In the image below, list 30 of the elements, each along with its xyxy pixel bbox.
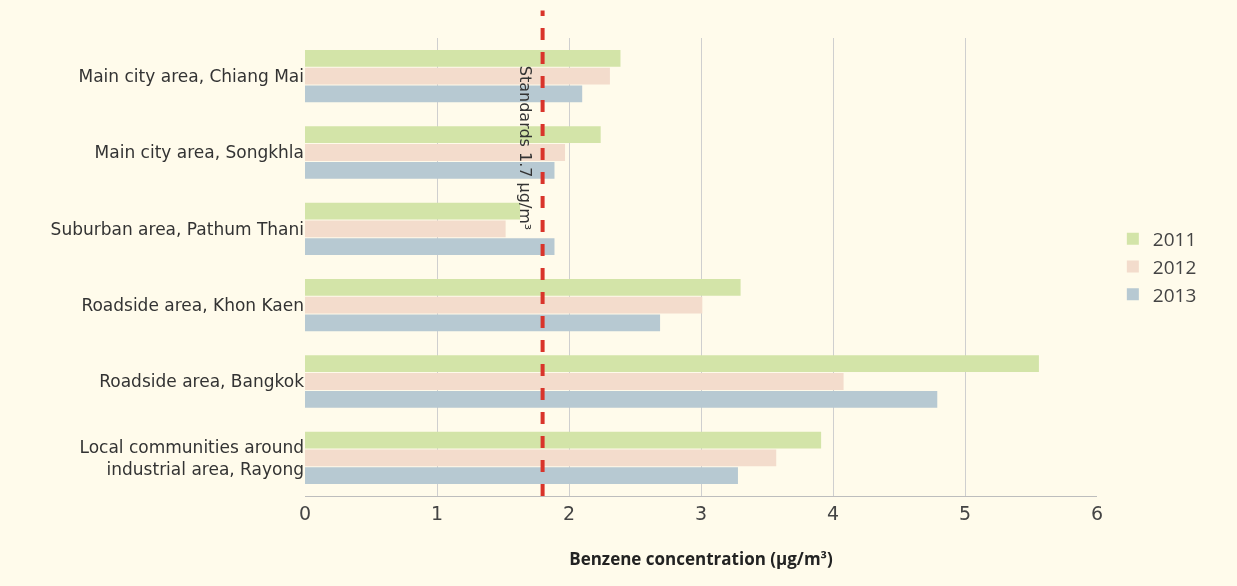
bar xyxy=(305,296,703,314)
x-tick-label: 5 xyxy=(958,501,972,524)
y-tick-label: Main city area, Chiang Mai xyxy=(78,66,304,87)
x-tick-label: 3 xyxy=(694,501,708,524)
bar xyxy=(305,220,506,238)
y-tick-label: Roadside area, Bangkok xyxy=(99,371,305,392)
bar xyxy=(305,278,741,296)
bar xyxy=(305,355,1039,373)
bar xyxy=(305,314,661,332)
bar xyxy=(305,390,938,408)
x-axis-title: Benzene concentration (μg/m³) xyxy=(569,547,834,571)
x-tick-label: 4 xyxy=(826,501,840,524)
y-tick-label: Local communities around industrial area, Rayong xyxy=(79,436,304,479)
bar xyxy=(305,49,621,67)
x-tick-label: 1 xyxy=(430,501,444,524)
bar xyxy=(305,467,738,485)
y-tick-label: Main city area, Songkhla xyxy=(94,142,304,163)
x-tick-label: 2 xyxy=(562,501,576,524)
bar xyxy=(305,373,844,390)
bar xyxy=(305,238,555,256)
bar xyxy=(305,449,777,467)
y-tick-label: Roadside area, Khon Kaen xyxy=(81,295,304,316)
y-tick-label: Suburban area, Pathum Thani xyxy=(50,218,304,239)
x-tick-label: 0 xyxy=(298,501,312,524)
legend-label: 2012 xyxy=(1152,253,1197,280)
legend-label: 2011 xyxy=(1152,226,1197,253)
bar xyxy=(305,431,822,449)
ref-line-label: Standards 1.7 μg/m³ xyxy=(516,65,536,231)
legend-label: 2013 xyxy=(1152,281,1197,308)
x-tick-label: 6 xyxy=(1090,501,1104,524)
